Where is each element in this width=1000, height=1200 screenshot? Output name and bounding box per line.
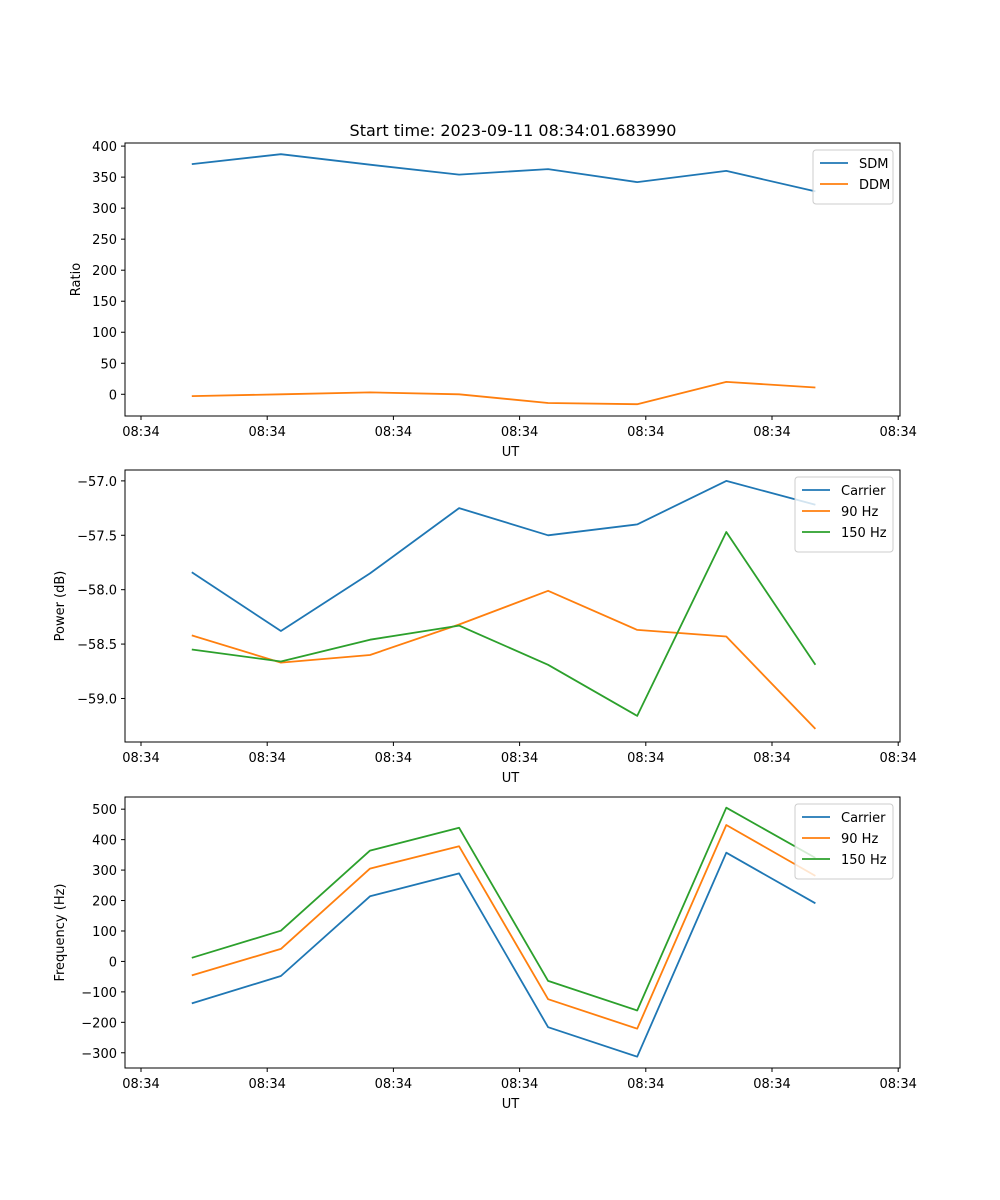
- y-tick-label: 100: [92, 925, 117, 940]
- figure-title: Start time: 2023-09-11 08:34:01.683990: [350, 121, 677, 140]
- y-tick-label: 150: [92, 295, 117, 310]
- y-tick-label: −57.5: [77, 529, 117, 544]
- legend-label: Carrier: [841, 811, 886, 826]
- x-tick-label: 08:34: [501, 751, 538, 766]
- x-tick-label: 08:34: [879, 751, 916, 766]
- y-tick-label: −300: [81, 1047, 117, 1062]
- x-tick-label: 08:34: [753, 1077, 790, 1092]
- series-line-carrier: [191, 479, 816, 632]
- y-tick-label: 400: [92, 834, 117, 849]
- legend-label: DDM: [859, 178, 890, 193]
- x-tick-label: 08:34: [627, 1077, 664, 1092]
- y-axis-label: Power (dB): [53, 571, 68, 642]
- x-tick-label: 08:34: [248, 1077, 285, 1092]
- chart-panel-3: −300 −200 −100 0 100 200 300 400 500 08:34 08:34 08…: [53, 796, 917, 1112]
- x-tick-label: 08:34: [879, 425, 916, 440]
- y-tick-label: 300: [92, 202, 117, 217]
- legend-label: 90 Hz: [841, 832, 878, 847]
- legend-box: [794, 803, 894, 880]
- x-axis-label: UT: [502, 771, 520, 786]
- axes-frame: [124, 796, 901, 1069]
- y-tick-label: −58.5: [77, 638, 117, 653]
- x-tick-label: 08:34: [375, 751, 412, 766]
- series-line-sdm: [191, 153, 816, 193]
- chart-panel-1: 0 50 100 150 200 250 300 350 400 08:34 08:34 08:34 0…: [69, 140, 917, 460]
- y-tick-label: 500: [92, 803, 117, 818]
- y-axis-label: Ratio: [69, 263, 84, 296]
- legend-label: 90 Hz: [841, 505, 878, 520]
- x-tick-label: 08:34: [375, 425, 412, 440]
- x-tick-label: 08:34: [122, 751, 159, 766]
- x-tick-label: 08:34: [627, 751, 664, 766]
- x-tick-label: 08:34: [122, 425, 159, 440]
- series-line-150-hz: [191, 531, 817, 717]
- y-tick-label: 0: [109, 955, 117, 970]
- y-tick-label: −200: [81, 1016, 117, 1031]
- x-tick-label: 08:34: [122, 1077, 159, 1092]
- x-tick-label: 08:34: [375, 1077, 412, 1092]
- y-tick-label: 400: [92, 140, 117, 155]
- x-tick-label: 08:34: [753, 425, 790, 440]
- y-axis-label: Frequency (Hz): [53, 883, 68, 981]
- y-tick-label: −59.0: [77, 692, 117, 707]
- series-line-90-hz: [191, 589, 817, 730]
- series-line-90-hz: [191, 824, 816, 1030]
- chart-panel-2: −59.0 −58.5 −58.0 −57.5 −57.0 08:34 08:34 08:34…: [53, 469, 917, 786]
- y-tick-label: −57.0: [77, 475, 117, 490]
- y-tick-label: 100: [92, 326, 117, 341]
- legend-label: SDM: [859, 157, 888, 172]
- legend-label: 150 Hz: [841, 526, 887, 541]
- x-tick-label: 08:34: [501, 1077, 538, 1092]
- y-tick-label: 350: [92, 171, 117, 186]
- x-tick-label: 08:34: [879, 1077, 916, 1092]
- y-tick-label: 200: [92, 264, 117, 279]
- y-tick-label: 0: [109, 388, 117, 403]
- y-tick-label: 50: [100, 357, 117, 372]
- x-tick-label: 08:34: [627, 425, 664, 440]
- x-tick-label: 08:34: [753, 751, 790, 766]
- legend-label: Carrier: [841, 484, 886, 499]
- x-axis-label: UT: [502, 1097, 520, 1112]
- series-line-150-hz: [191, 806, 816, 1012]
- legend: Carrier 90 Hz 150 Hz: [794, 803, 894, 880]
- legend-label: 150 Hz: [841, 853, 887, 868]
- x-axis-label: UT: [502, 445, 520, 460]
- legend-box: [794, 476, 894, 553]
- axes-frame: [124, 469, 901, 743]
- series-line-ddm: [191, 380, 816, 406]
- x-tick-label: 08:34: [248, 425, 285, 440]
- series-line-carrier: [191, 851, 816, 1058]
- y-tick-label: −58.0: [77, 584, 117, 599]
- y-tick-label: 250: [92, 233, 117, 248]
- x-tick-label: 08:34: [248, 751, 285, 766]
- y-tick-label: 300: [92, 864, 117, 879]
- legend: Carrier 90 Hz 150 Hz: [794, 476, 894, 553]
- y-tick-label: 200: [92, 895, 117, 910]
- axes-frame: [124, 142, 901, 417]
- legend: SDM DDM: [812, 149, 894, 205]
- x-tick-label: 08:34: [501, 425, 538, 440]
- y-tick-label: −100: [81, 986, 117, 1001]
